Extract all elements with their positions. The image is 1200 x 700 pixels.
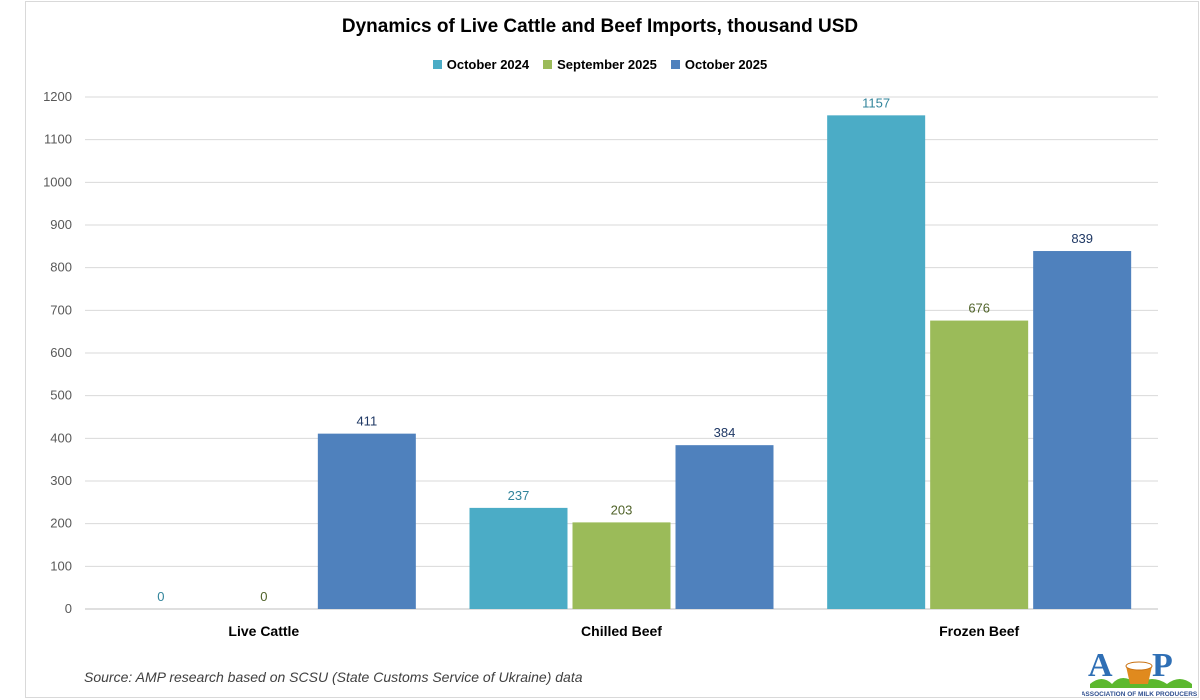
bar <box>675 445 774 609</box>
svg-text:ASSOCIATION OF MILK PRODUCERS: ASSOCIATION OF MILK PRODUCERS <box>1082 691 1197 698</box>
bar <box>572 522 671 609</box>
bar <box>930 320 1029 609</box>
y-tick-label: 200 <box>50 516 72 531</box>
data-label: 0 <box>260 589 267 604</box>
legend-item: October 2025 <box>670 57 768 72</box>
y-tick-label: 900 <box>50 217 72 232</box>
legend-swatch <box>670 60 680 69</box>
y-tick-label: 1200 <box>43 89 72 104</box>
chart-title: Dynamics of Live Cattle and Beef Imports… <box>341 16 859 37</box>
y-tick-label: 100 <box>50 558 72 573</box>
y-tick-label: 0 <box>65 601 72 616</box>
data-label: 0 <box>157 589 164 604</box>
legend-swatch <box>543 60 553 69</box>
data-label: 839 <box>1071 231 1093 246</box>
legend-swatch <box>432 60 442 69</box>
source-note: Source: AMP research based on SCSU (Stat… <box>84 669 583 685</box>
y-tick-label: 1000 <box>43 174 72 189</box>
x-tick-label: Frozen Beef <box>939 623 1019 639</box>
y-tick-label: 300 <box>50 473 72 488</box>
data-label: 384 <box>714 425 736 440</box>
y-tick-label: 800 <box>50 260 72 275</box>
data-label: 411 <box>356 414 377 429</box>
legend-label: October 2024 <box>446 57 530 72</box>
y-tick-label: 500 <box>50 388 72 403</box>
data-label: 1157 <box>862 95 890 110</box>
y-tick-label: 400 <box>50 430 72 445</box>
bar <box>469 507 568 609</box>
bar <box>317 433 416 609</box>
legend-item: October 2024 <box>432 57 530 72</box>
legend: October 2024 September 2025 October 2025 <box>0 57 1200 72</box>
data-label: 676 <box>968 301 990 316</box>
legend-item: September 2025 <box>543 57 657 72</box>
x-tick-label: Chilled Beef <box>581 623 662 639</box>
legend-label: October 2025 <box>684 57 768 72</box>
amp-logo: A P ASSOCIATION OF MILK PRODUCERS <box>1082 647 1197 698</box>
y-tick-label: 600 <box>50 345 72 360</box>
y-tick-label: 700 <box>50 302 72 317</box>
y-tick-label: 1100 <box>44 132 72 147</box>
bar <box>827 115 926 609</box>
svg-text:A: A <box>1088 647 1113 684</box>
data-label: 237 <box>508 488 530 503</box>
x-tick-label: Live Cattle <box>228 623 299 639</box>
data-label: 203 <box>611 502 633 517</box>
legend-label: September 2025 <box>557 57 657 72</box>
svg-text:P: P <box>1152 647 1173 684</box>
bar <box>1033 251 1132 609</box>
